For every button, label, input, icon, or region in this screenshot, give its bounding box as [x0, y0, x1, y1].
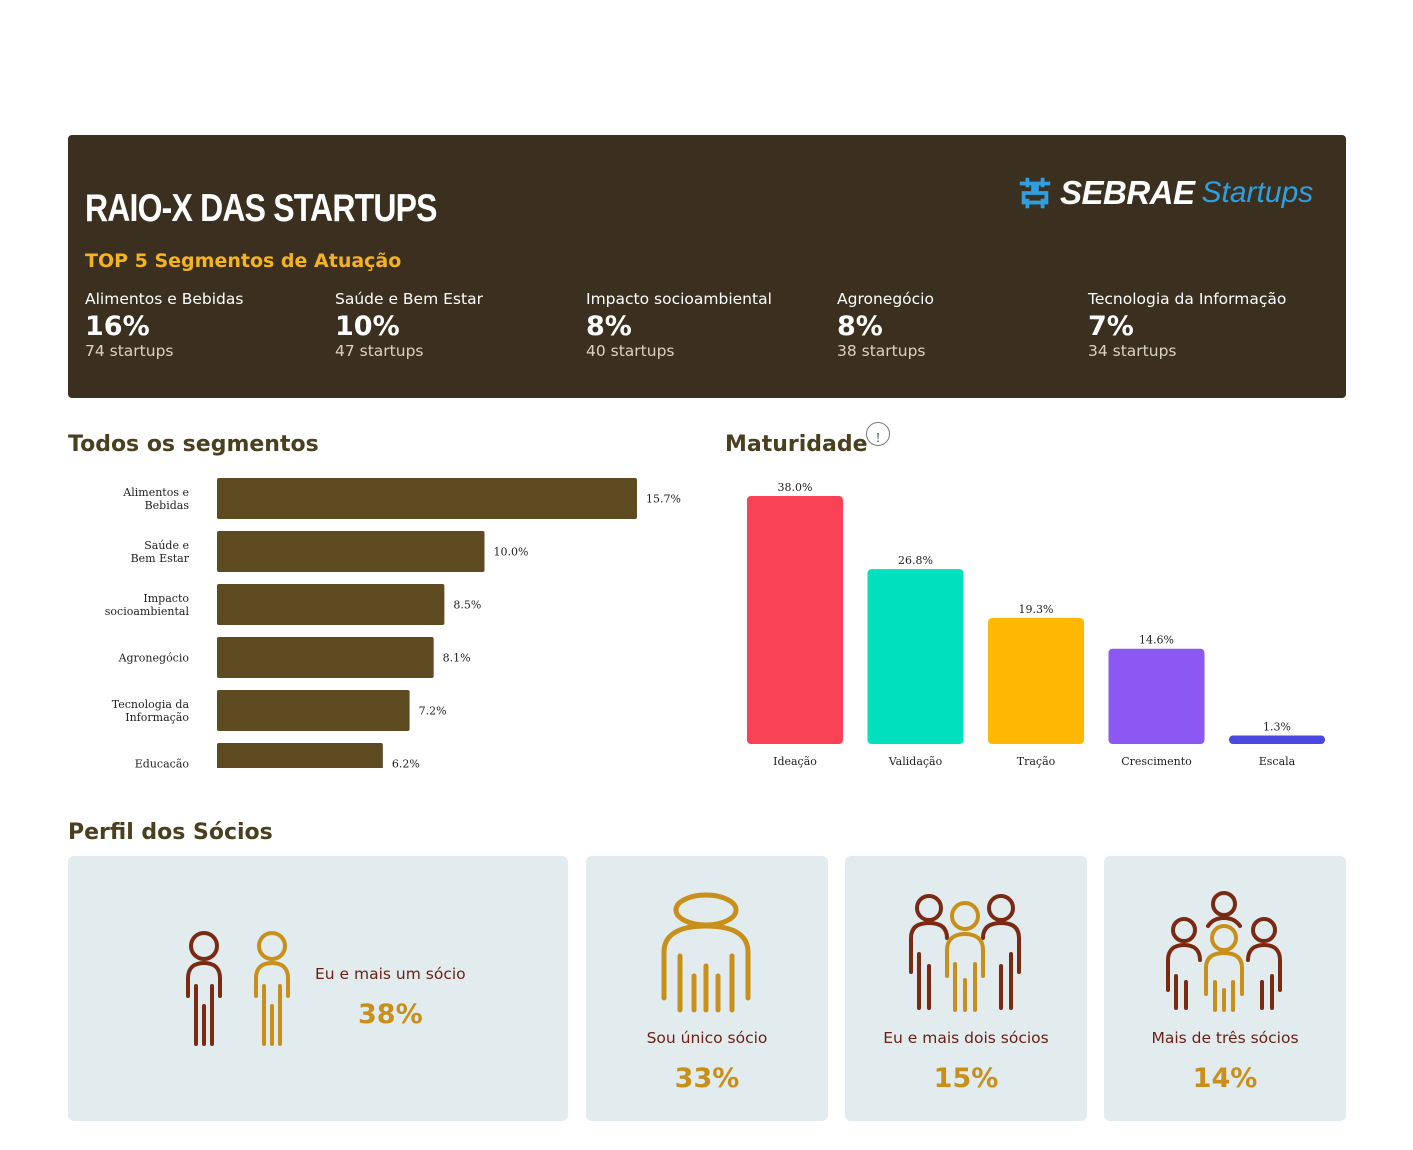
segment-value-label: 7.2%	[419, 705, 447, 718]
logo-brand-text: SEBRAE	[1060, 174, 1195, 211]
segment-bar	[217, 743, 383, 768]
sebrae-logo: SEBRAE Startups	[1016, 173, 1313, 213]
partner-card-percent: 33%	[674, 1063, 740, 1094]
maturity-bar	[747, 496, 843, 744]
maturity-bar	[867, 569, 964, 744]
kpi-item: Impacto socioambiental 8% 40 startups	[586, 290, 826, 360]
kpi-percent: 10%	[335, 311, 400, 342]
maturity-bar	[1229, 735, 1325, 744]
segment-category-label: Impacto socioambiental	[105, 592, 190, 618]
segments-bar-chart: 15.7% Alimentos e Bebidas 10.0% Saúde e Bem E…	[105, 478, 681, 769]
kpi-label: Agronegócio	[837, 290, 934, 308]
maturity-category-label: Crescimento	[1121, 755, 1192, 768]
maturity-bar	[1108, 648, 1205, 744]
kpi-percent: 7%	[1088, 311, 1134, 342]
kpi-label: Alimentos e Bebidas	[85, 290, 244, 308]
partners-title: Perfil dos Sócios	[68, 820, 273, 845]
partner-card-three: Eu e mais dois sócios 15%	[845, 856, 1087, 1121]
kpi-count: 74 startups	[85, 342, 174, 360]
segment-bar	[217, 531, 485, 572]
maturity-value-label: 1.3%	[1263, 721, 1291, 734]
kpi-row: Alimentos e Bebidas 16% 74 startups Saúd…	[85, 290, 1335, 370]
segment-value-label: 6.2%	[392, 758, 420, 769]
partner-card-label: Eu e mais um sócio	[315, 965, 466, 983]
maturity-category-label: Escala	[1259, 755, 1296, 768]
maturity-category-label: Tração	[1017, 755, 1056, 768]
kpi-percent: 16%	[85, 311, 150, 342]
group-people-icon	[1166, 891, 1282, 1012]
segment-category-label: Alimentos e Bebidas	[122, 486, 189, 512]
three-people-icon	[909, 894, 1021, 1012]
maturity-value-label: 19.3%	[1019, 603, 1054, 616]
partner-card-label: Eu e mais dois sócios	[883, 1029, 1049, 1047]
sebrae-logo-icon	[1019, 177, 1051, 209]
kpi-percent: 8%	[586, 311, 632, 342]
segment-value-label: 15.7%	[646, 493, 681, 506]
logo-sub-text: Startups	[1201, 176, 1314, 209]
segment-value-label: 8.1%	[443, 652, 471, 665]
partner-card-percent: 38%	[358, 999, 423, 1030]
page-title: RAIO-X DAS STARTUPS	[85, 187, 437, 230]
kpi-count: 38 startups	[837, 342, 926, 360]
two-people-icon	[186, 931, 290, 1046]
kpi-item: Tecnologia da Informação 7% 34 startups	[1088, 290, 1328, 360]
segment-category-label: Agronegócio	[118, 652, 190, 665]
partner-card-label: Sou único sócio	[646, 1029, 768, 1047]
kpi-label: Saúde e Bem Estar	[335, 290, 483, 308]
kpi-count: 40 startups	[586, 342, 675, 360]
maturity-bar	[988, 618, 1084, 744]
segment-category-label: Educação	[135, 758, 190, 769]
kpi-item: Saúde e Bem Estar 10% 47 startups	[335, 290, 575, 360]
partner-card-two: Eu e mais um sócio 38%	[68, 856, 568, 1121]
segment-category-label: Saúde e Bem Estar	[131, 539, 190, 565]
kpi-label: Impacto socioambiental	[586, 290, 772, 308]
top-segments-subtitle: TOP 5 Segmentos de Atuação	[85, 250, 402, 272]
partner-card-group: Mais de três sócios 14%	[1104, 856, 1346, 1121]
kpi-percent: 8%	[837, 311, 883, 342]
partner-card-percent: 14%	[1192, 1063, 1258, 1094]
kpi-item: Agronegócio 8% 38 startups	[837, 290, 1077, 360]
segment-value-label: 10.0%	[494, 546, 529, 559]
segments-title: Todos os segmentos	[68, 432, 319, 457]
info-icon[interactable]: !	[866, 422, 890, 446]
partner-card-percent: 15%	[933, 1063, 999, 1094]
kpi-item: Alimentos e Bebidas 16% 74 startups	[85, 290, 325, 360]
segment-bar	[217, 690, 410, 731]
maturity-category-label: Validação	[888, 755, 943, 768]
maturity-value-label: 26.8%	[898, 554, 933, 567]
single-person-icon	[661, 892, 751, 1013]
segment-category-label: Tecnologia da Informação	[112, 698, 190, 724]
kpi-count: 34 startups	[1088, 342, 1177, 360]
kpi-label: Tecnologia da Informação	[1088, 290, 1287, 308]
maturity-value-label: 38.0%	[778, 481, 813, 494]
maturity-category-label: Ideação	[773, 755, 817, 768]
maturity-bar-chart: 38.0% Ideação 26.8% Validação 19.3% Tração 14.…	[747, 481, 1325, 768]
segment-bar	[217, 637, 434, 678]
maturity-value-label: 14.6%	[1139, 634, 1174, 647]
maturity-title: Maturidade	[725, 432, 868, 457]
segment-bar	[217, 478, 637, 519]
kpi-count: 47 startups	[335, 342, 424, 360]
partner-card-single: Sou único sócio 33%	[586, 856, 828, 1121]
segment-bar	[217, 584, 445, 625]
segment-value-label: 8.5%	[453, 599, 481, 612]
header-panel: RAIO-X DAS STARTUPS TOP 5 Segmentos de A…	[68, 135, 1346, 398]
partner-card-label: Mais de três sócios	[1151, 1029, 1299, 1047]
